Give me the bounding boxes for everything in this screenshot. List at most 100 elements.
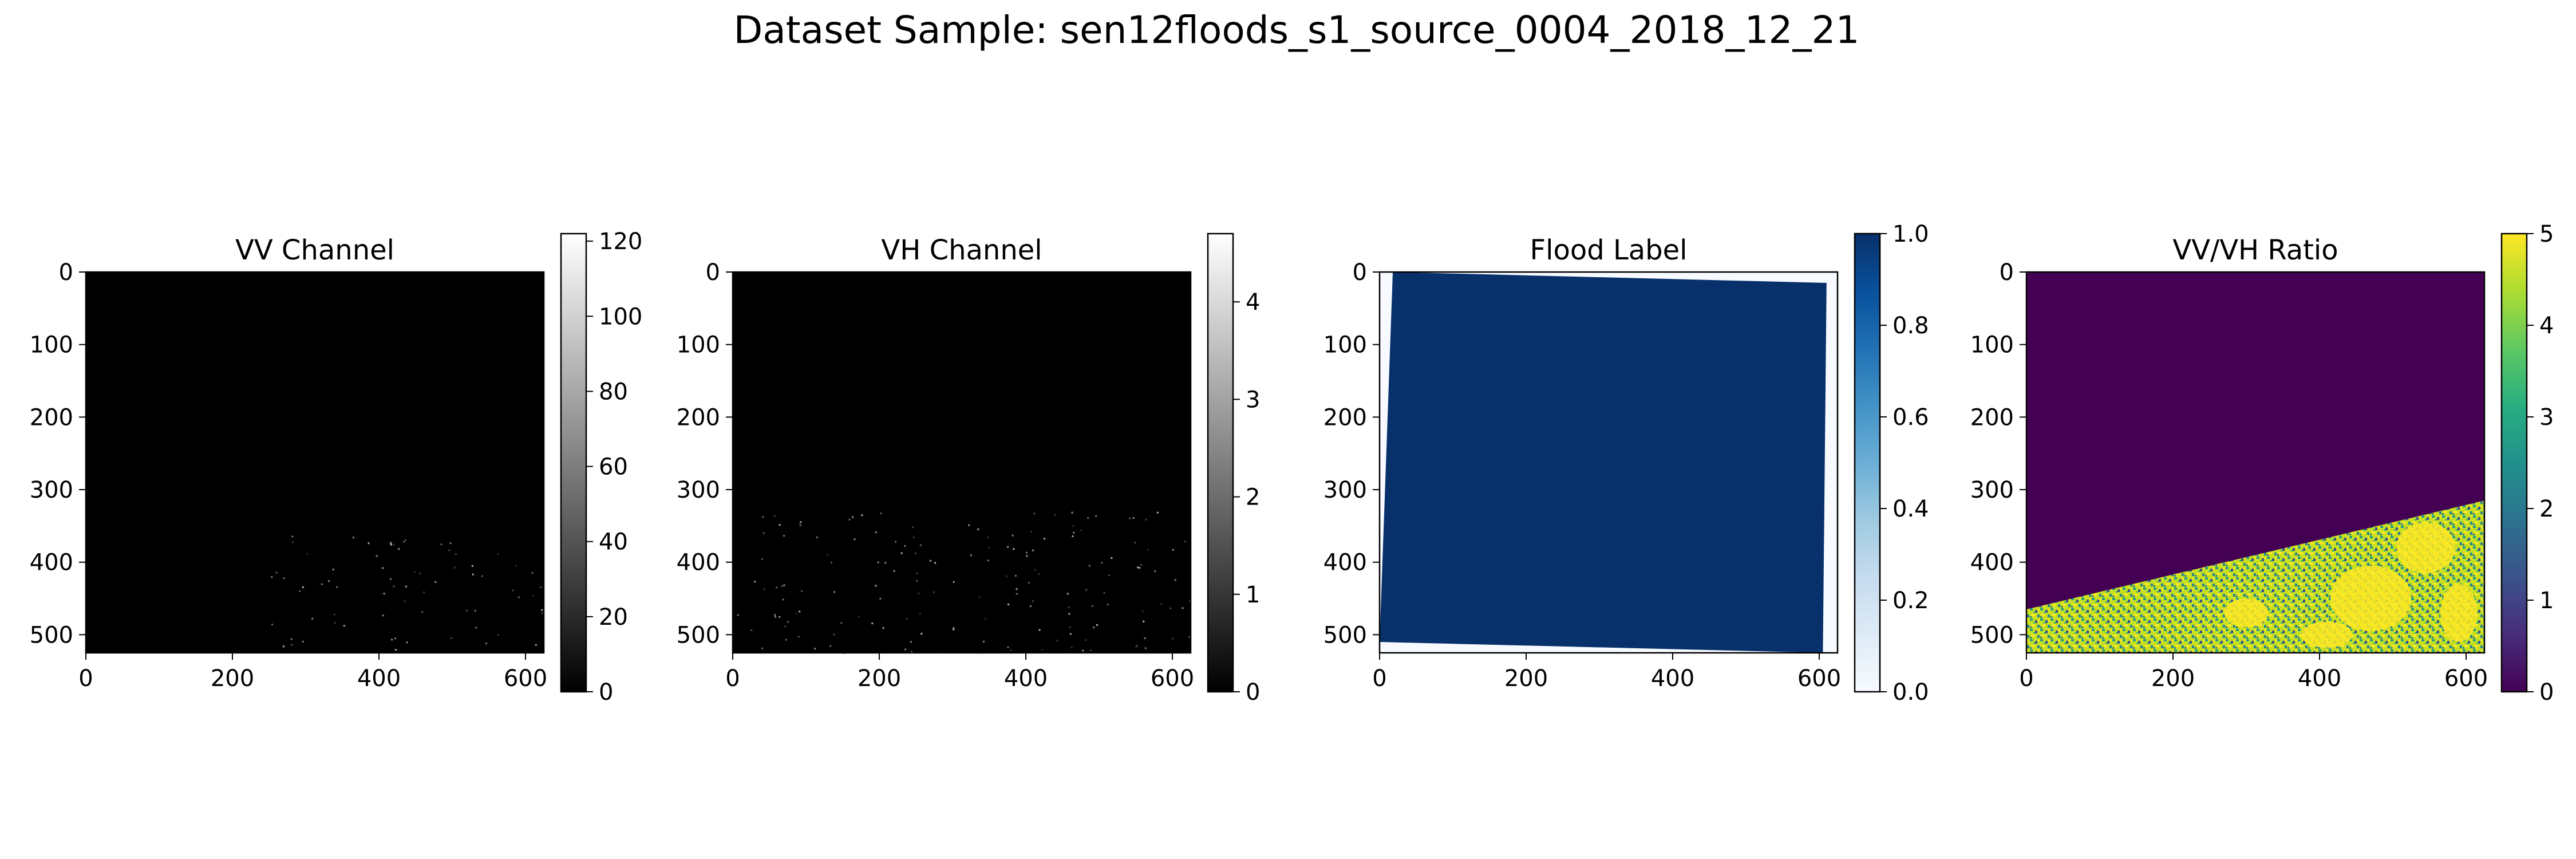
speckle [918,592,920,594]
speckle [779,616,781,618]
speckle [906,618,908,620]
speckle [750,629,753,631]
speckle [541,612,543,614]
colorbar-tick-label: 60 [599,454,628,480]
axes-frame [732,271,1192,654]
y-tick-label: 0 [706,259,720,286]
x-tick-label: 400 [1004,665,1048,692]
speckle [894,541,896,543]
speckle [390,542,392,544]
x-tick-label: 600 [2444,665,2488,692]
speckle [854,538,856,541]
speckle [904,648,906,651]
speckle [1103,592,1105,594]
speckle [1188,636,1191,638]
ratio-bright-blob [2301,621,2353,648]
speckle [1137,566,1139,569]
flood-region [1380,272,1827,653]
x-tick-label: 400 [2298,665,2341,692]
colorbar-tick-label: 0.0 [1893,679,1929,706]
speckle [1071,511,1073,514]
heatmap-image [2026,272,2484,653]
speckle [920,633,923,635]
speckle [1089,649,1092,651]
speckle [403,541,405,543]
y-tick-label: 0 [59,259,73,286]
speckle [311,617,314,620]
speckle [1038,629,1041,631]
speckle [1007,604,1009,606]
speckle [884,562,887,564]
speckle [933,591,935,593]
colorbar-tick-label: 0 [2539,679,2554,706]
speckle [737,614,739,616]
speckle [1172,549,1174,551]
speckle [919,613,921,615]
x-tick-label: 0 [1372,665,1386,692]
speckle [302,640,304,643]
speckle [930,559,932,562]
speckle [1028,582,1030,584]
speckle [283,577,285,580]
y-tick-label: 400 [1323,550,1367,576]
speckle [515,565,517,567]
speckle [1108,574,1111,577]
x-tick-label: 200 [211,665,254,692]
panel-title: VH Channel [881,234,1042,266]
speckle [1160,603,1163,605]
speckle [1016,588,1018,590]
axes-frame [2025,271,2486,654]
speckle [481,575,483,577]
speckle [1030,530,1033,533]
speckle [987,537,989,539]
speckle [904,545,906,547]
speckle [535,644,537,646]
speckle [826,554,828,556]
speckle [1170,607,1172,609]
colorbar: 0.0 0.2 0.4 0.6 0.8 1.0 [1854,221,1929,706]
speckle [497,553,499,555]
speckle [1129,517,1131,519]
speckle [1013,548,1015,550]
heatmap-image [733,272,1191,654]
speckle [404,600,406,602]
speckle [455,553,457,555]
colorbar-tick-label: 120 [599,228,642,255]
speckle [782,598,784,601]
speckle [831,561,833,564]
speckle [1014,574,1017,577]
speckle [1132,517,1135,519]
speckle [328,580,330,582]
speckle [1080,529,1082,531]
speckle [1143,620,1145,622]
speckle [471,565,473,567]
ratio-bright-blob [2396,522,2455,573]
speckle [783,535,785,537]
speckle [393,585,395,588]
y-tick-label: 400 [30,550,73,576]
speckle [474,609,476,612]
speckle [1032,600,1034,602]
x-tick-label: 200 [858,665,901,692]
speckle [352,537,354,539]
colorbar-tick-label: 0.4 [1893,496,1929,522]
colorbar-tick-label: 4 [1246,289,1260,316]
speckle [762,516,764,518]
colorbar-gradient [1854,233,1881,693]
y-tick-label: 300 [1970,477,2014,503]
colorbar-tick-label: 3 [2539,404,2554,431]
y-tick-label: 400 [1970,550,2014,576]
speckle [774,614,776,616]
speckle [1026,555,1028,557]
speckle [299,590,301,592]
colorbar-tick-label: 0 [1246,679,1260,706]
speckle [916,580,918,582]
speckle [787,621,789,623]
speckle [773,515,776,517]
speckle [497,634,499,636]
speckle [797,636,800,638]
speckle [1093,626,1095,629]
speckle [840,622,843,624]
